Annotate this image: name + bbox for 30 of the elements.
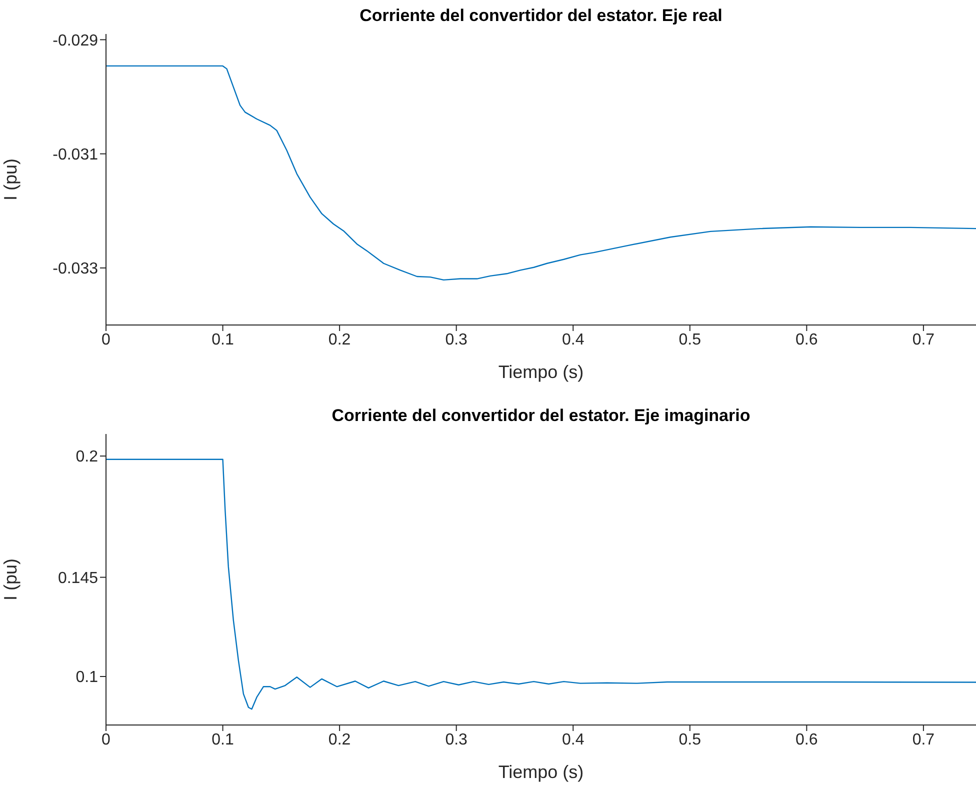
y-tick-label: -0.029 bbox=[52, 32, 98, 50]
x-tick-label: 0.1 bbox=[212, 731, 234, 748]
y-tick-label: -0.033 bbox=[52, 260, 98, 278]
x-tick-label: 0.4 bbox=[562, 731, 584, 748]
x-tick-label: 0.1 bbox=[212, 331, 234, 348]
x-tick-label: 0.6 bbox=[796, 731, 818, 748]
y-tick-label: -0.031 bbox=[52, 146, 98, 164]
x-tick-label: 0 bbox=[102, 731, 111, 748]
y-axis-title: I (pu) bbox=[0, 558, 20, 601]
x-tick-label: 0.7 bbox=[912, 731, 935, 748]
chart-title: Corriente del convertidor del estator. Eje real bbox=[358, 6, 724, 26]
x-axis-title: Tiempo (s) bbox=[498, 362, 584, 382]
y-axis-title: I (pu) bbox=[0, 158, 20, 201]
x-tick-label: 0.5 bbox=[678, 331, 702, 348]
x-tick-label: 0.2 bbox=[328, 731, 351, 748]
x-tick-label: 0.4 bbox=[562, 331, 584, 348]
x-tick-label: 0.5 bbox=[678, 731, 702, 748]
x-tick-label: 0.3 bbox=[445, 731, 468, 748]
y-tick-label: 0.145 bbox=[58, 570, 98, 587]
x-tick-label: 0.3 bbox=[445, 331, 468, 348]
x-tick-label: 0.7 bbox=[912, 331, 935, 348]
x-tick-label: 0.2 bbox=[328, 331, 351, 348]
y-tick-label: 0.2 bbox=[76, 448, 98, 466]
chart-title: Corriente del convertidor del estator. Eje imaginario bbox=[330, 406, 752, 426]
line-series bbox=[106, 458, 976, 710]
line-series bbox=[106, 65, 976, 281]
x-axis-title: Tiempo (s) bbox=[498, 762, 584, 782]
x-tick-label: 0 bbox=[102, 331, 111, 348]
y-tick-label: 0.1 bbox=[76, 669, 98, 686]
x-tick-label: 0.6 bbox=[796, 331, 818, 348]
